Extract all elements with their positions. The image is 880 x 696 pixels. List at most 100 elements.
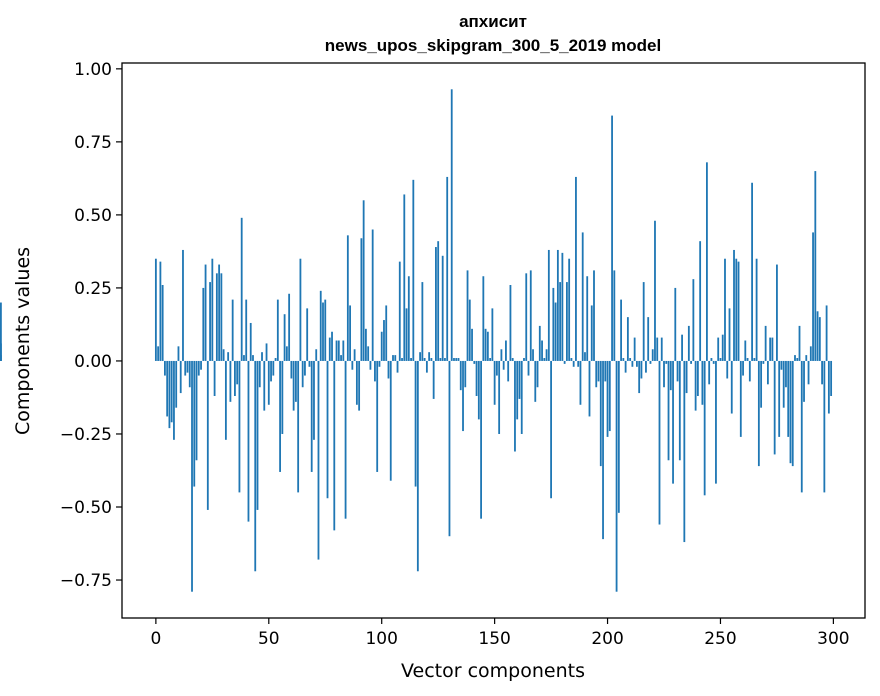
bar: [351, 360, 354, 370]
bar: [498, 360, 501, 434]
bar: [261, 352, 263, 361]
bar: [227, 352, 230, 361]
bar: [491, 308, 494, 361]
bar: [240, 217, 243, 361]
bar: [222, 349, 225, 361]
bar-group: [0, 89, 833, 592]
bar: [620, 299, 622, 361]
bar: [378, 360, 381, 367]
bar: [274, 358, 277, 361]
bar: [173, 360, 175, 440]
bar: [500, 349, 503, 361]
bar: [590, 305, 593, 361]
bar: [191, 360, 193, 592]
bar: [647, 317, 650, 361]
bar: [446, 176, 449, 361]
bar: [213, 360, 216, 396]
bar: [525, 273, 528, 361]
bar: [640, 360, 643, 379]
bar: [559, 282, 562, 361]
bar: [380, 331, 383, 361]
bar: [789, 360, 792, 464]
bar: [794, 355, 796, 361]
bar: [778, 360, 781, 437]
bar: [385, 305, 388, 361]
bar: [265, 343, 268, 361]
bar: [258, 360, 261, 388]
bar: [827, 360, 830, 414]
bar: [791, 360, 794, 467]
bar: [787, 360, 790, 437]
bar: [570, 358, 573, 361]
bar: [825, 305, 828, 361]
y-tick-label: 0.50: [74, 206, 112, 226]
bar: [254, 360, 257, 572]
bar: [279, 360, 281, 472]
bar: [383, 320, 385, 361]
bar: [200, 360, 202, 370]
bar: [256, 360, 259, 510]
bar: [319, 290, 322, 361]
bar: [696, 360, 699, 396]
bar: [556, 249, 559, 361]
bar: [509, 285, 512, 361]
bar: [376, 360, 379, 472]
bar: [450, 89, 453, 361]
bar: [425, 360, 428, 373]
bar: [315, 349, 318, 361]
bar: [489, 358, 492, 361]
bar: [455, 358, 458, 361]
x-tick-label: 0: [150, 629, 161, 649]
bar: [482, 276, 485, 361]
bar: [313, 360, 315, 440]
bar: [690, 360, 693, 364]
bar: [660, 337, 663, 361]
bar: [699, 241, 702, 361]
bar: [663, 360, 665, 388]
bar: [468, 299, 471, 361]
bar: [755, 258, 758, 361]
x-tick-label: 200: [591, 629, 623, 649]
bar: [195, 360, 198, 461]
bar: [437, 241, 440, 361]
bar: [471, 328, 473, 361]
bar: [649, 360, 652, 364]
bar: [579, 360, 582, 405]
bar: [721, 334, 724, 361]
bar: [636, 360, 638, 367]
bar: [665, 360, 668, 364]
bar: [676, 360, 679, 382]
bar: [473, 360, 476, 364]
bar: [238, 360, 241, 493]
bar: [435, 247, 437, 361]
bar: [387, 360, 390, 379]
bar: [830, 360, 833, 396]
bar: [545, 349, 548, 361]
bar: [170, 360, 173, 423]
bar: [355, 360, 358, 405]
y-tick-label: 0.00: [74, 352, 112, 372]
bar: [202, 287, 205, 361]
bar: [593, 270, 595, 361]
bar: [182, 249, 184, 361]
bar: [249, 322, 252, 361]
bar: [800, 360, 803, 493]
bar: [798, 325, 801, 361]
bar: [245, 299, 248, 361]
y-tick-label: −0.50: [60, 498, 112, 518]
bar: [495, 360, 498, 376]
bar: [672, 360, 674, 484]
bar: [184, 360, 187, 376]
bar: [520, 360, 523, 434]
bar: [157, 346, 160, 361]
bar: [766, 360, 769, 385]
bar: [624, 360, 627, 373]
bar: [717, 337, 720, 361]
bar: [464, 360, 467, 388]
bar: [371, 229, 374, 361]
bar: [322, 302, 324, 361]
bar: [595, 360, 598, 388]
bar: [692, 279, 695, 361]
bar: [534, 360, 537, 402]
bar: [204, 264, 207, 361]
